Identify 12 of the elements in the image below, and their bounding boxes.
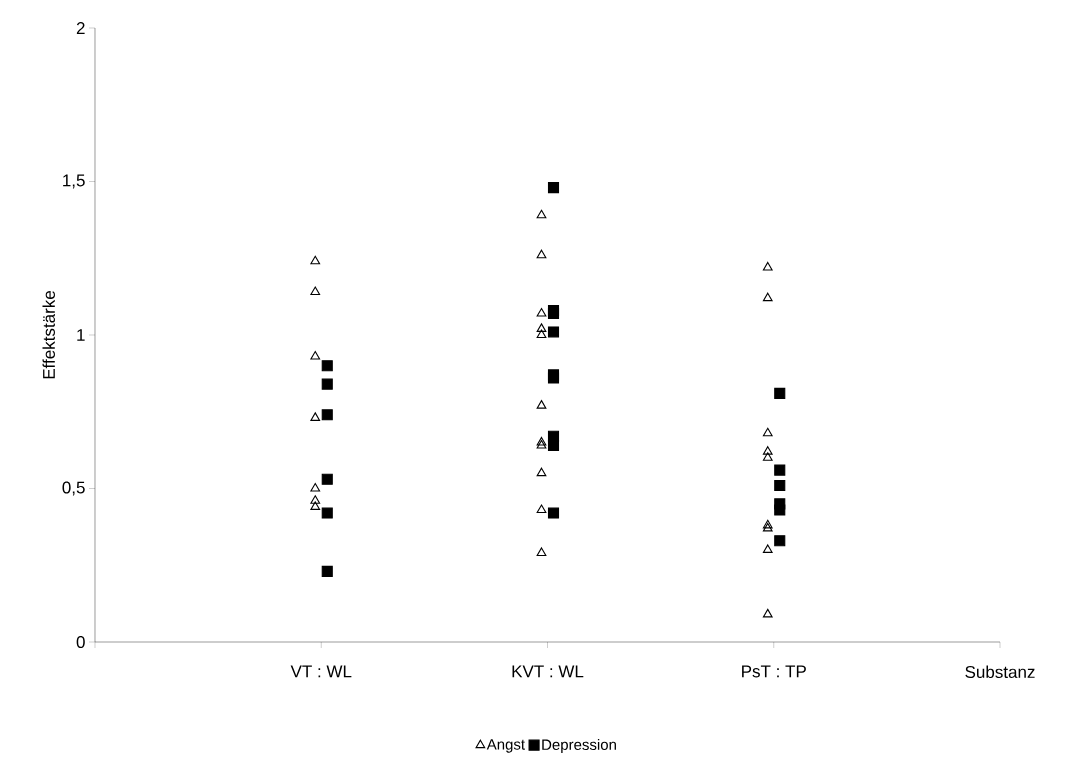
x-tick-label: VT : WL [290,665,352,678]
legend-label: Angst [486,739,525,753]
x-tick-label: KVT : WL [512,665,584,678]
y-tick-label: 0,5 [62,481,85,496]
x-tick-label: Substanz [965,665,1035,679]
y-axis-title: Effektstärke [42,291,55,379]
y-tick-label: 2 [76,22,85,34]
x-tick-label: PsT : TP [742,665,806,678]
y-tick-label: 0 [76,635,85,649]
y-tick-label: 1 [77,329,85,341]
y-tick-label: 1,5 [63,174,85,189]
legend-label: Depression [542,738,616,753]
